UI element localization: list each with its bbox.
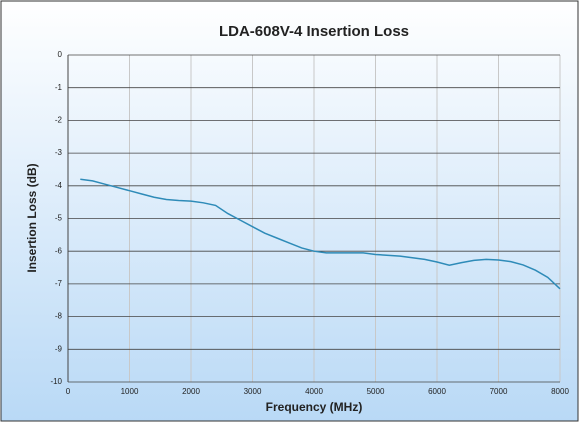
chart-title: LDA-608V-4 Insertion Loss bbox=[219, 23, 409, 40]
x-tick-label: 2000 bbox=[182, 387, 200, 396]
x-tick-label: 5000 bbox=[367, 387, 385, 396]
y-tick-label: -8 bbox=[55, 312, 63, 321]
y-tick-label: -2 bbox=[55, 116, 63, 125]
x-tick-label: 1000 bbox=[121, 387, 139, 396]
y-tick-label: -6 bbox=[55, 246, 63, 255]
x-axis-label: Frequency (MHz) bbox=[266, 400, 363, 414]
y-tick-label: -4 bbox=[55, 181, 63, 190]
y-tick-label: -10 bbox=[50, 377, 62, 386]
x-tick-label: 7000 bbox=[490, 387, 508, 396]
x-tick-label: 3000 bbox=[244, 387, 262, 396]
y-tick-label: -3 bbox=[55, 148, 63, 157]
x-tick-label: 0 bbox=[66, 387, 71, 396]
x-tick-label: 8000 bbox=[551, 387, 569, 396]
y-tick-label: -5 bbox=[55, 214, 63, 223]
y-axis-label: Insertion Loss (dB) bbox=[25, 163, 39, 272]
y-tick-label: -1 bbox=[55, 83, 63, 92]
x-tick-label: 6000 bbox=[428, 387, 446, 396]
y-tick-label: -7 bbox=[55, 279, 63, 288]
x-tick-label: 4000 bbox=[305, 387, 323, 396]
y-tick-label: 0 bbox=[58, 50, 63, 59]
y-tick-label: -9 bbox=[55, 344, 63, 353]
data-line bbox=[80, 178, 561, 290]
